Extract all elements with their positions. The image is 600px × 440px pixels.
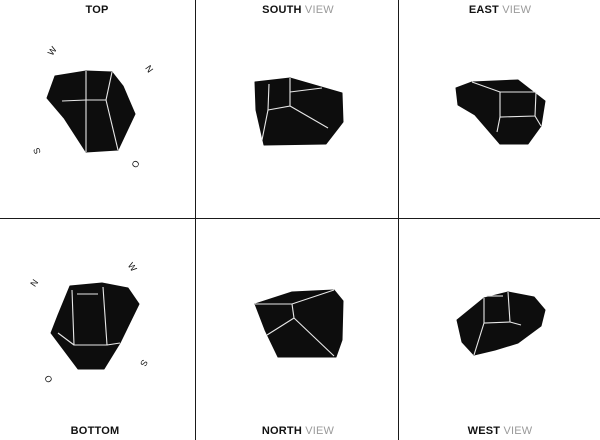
title-strong: WEST	[467, 425, 501, 437]
rock-edge	[291, 303, 295, 319]
rock-edge	[289, 105, 329, 129]
grid-divider-vertical-1	[195, 0, 196, 440]
rock-south-view	[254, 77, 344, 146]
grid-divider-horizontal	[0, 218, 600, 219]
title-strong: TOP	[85, 4, 109, 16]
rock-bottom-view	[50, 282, 140, 370]
rock-edge	[261, 109, 269, 141]
rock-edge	[61, 99, 87, 102]
title-light: VIEW	[500, 425, 533, 437]
title-strong: SOUTH	[262, 4, 302, 16]
title-strong: BOTTOM	[70, 425, 120, 437]
rock-east-view	[455, 79, 546, 145]
title-light: VIEW	[498, 4, 532, 16]
rock-edge	[483, 291, 511, 324]
grid-divider-vertical-2	[398, 0, 399, 440]
panel-title-south: SOUTH VIEW	[262, 4, 334, 16]
rock-edge	[289, 87, 323, 93]
panel-title-top: TOP	[85, 4, 108, 16]
rock-silhouette	[456, 291, 546, 356]
rock-edge	[509, 321, 522, 326]
title-light: VIEW	[301, 425, 335, 437]
rock-edge	[57, 332, 75, 346]
rock-edge	[473, 322, 485, 356]
rock-edge	[499, 91, 537, 118]
panel-title-bottom: BOTTOM	[71, 425, 120, 437]
panel-title-east: EAST VIEW	[469, 4, 531, 16]
rock-edge	[71, 286, 108, 346]
rock-edge	[534, 115, 542, 127]
panel-title-north: NORTH VIEW	[262, 425, 334, 437]
rock-edge	[293, 317, 335, 357]
title-light: VIEW	[301, 4, 334, 16]
panel-title-west: WEST VIEW	[468, 425, 533, 437]
title-strong: NORTH	[261, 425, 302, 437]
title-strong: EAST	[468, 4, 499, 16]
rock-edge	[106, 342, 121, 346]
rock-edge	[496, 116, 501, 133]
rock-top-view	[46, 70, 136, 153]
rock-edge	[266, 317, 295, 336]
rock-silhouette	[46, 70, 136, 153]
